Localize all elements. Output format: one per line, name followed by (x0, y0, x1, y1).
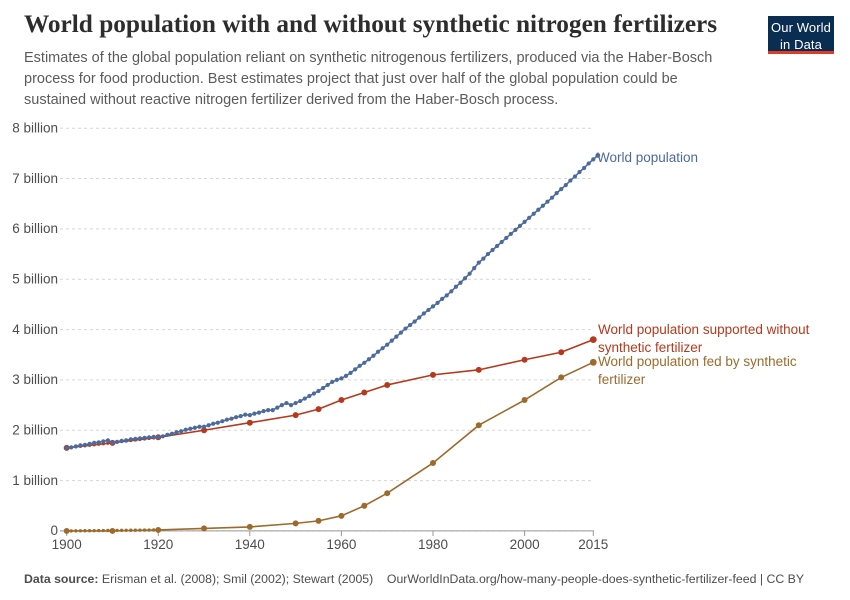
svg-text:8 billion: 8 billion (12, 121, 58, 136)
svg-text:7 billion: 7 billion (12, 171, 58, 186)
svg-text:2 billion: 2 billion (12, 423, 58, 438)
svg-text:0: 0 (50, 523, 58, 538)
svg-text:2015: 2015 (578, 537, 608, 552)
svg-text:1 billion: 1 billion (12, 473, 58, 488)
svg-text:2000: 2000 (510, 537, 540, 552)
svg-text:3 billion: 3 billion (12, 372, 58, 387)
svg-text:1980: 1980 (418, 537, 448, 552)
svg-text:1900: 1900 (52, 537, 82, 552)
svg-text:1960: 1960 (326, 537, 356, 552)
svg-text:1940: 1940 (235, 537, 265, 552)
svg-text:6 billion: 6 billion (12, 221, 58, 236)
svg-text:4 billion: 4 billion (12, 322, 58, 337)
svg-text:1920: 1920 (143, 537, 173, 552)
svg-text:5 billion: 5 billion (12, 272, 58, 287)
